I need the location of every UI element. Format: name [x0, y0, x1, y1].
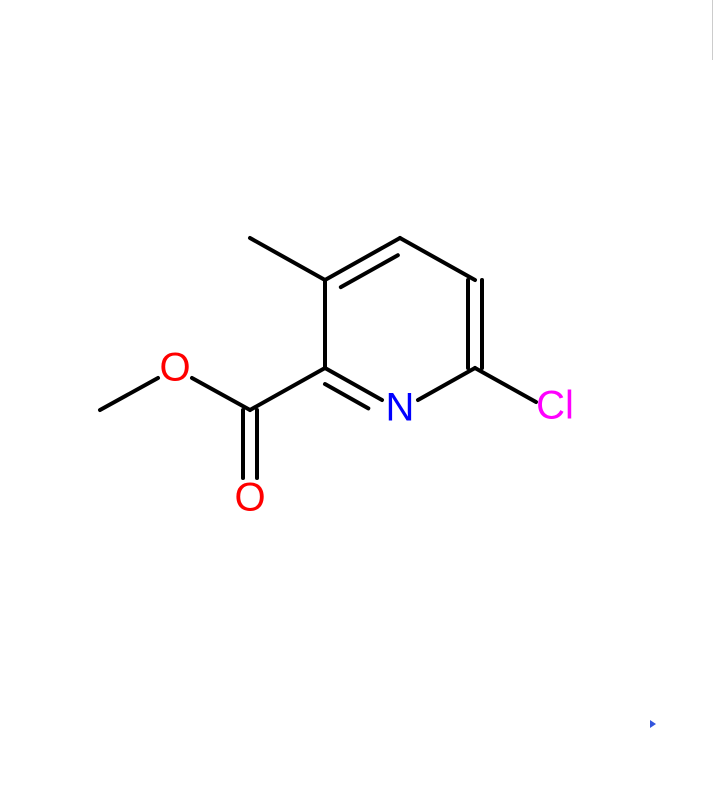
molecule-canvas: O O N Cl	[0, 0, 713, 789]
atom-O_ester: O	[159, 346, 190, 390]
atom-N: N	[386, 386, 415, 430]
molecule-svg: O O N Cl	[0, 0, 713, 789]
play-marker-icon	[650, 720, 656, 728]
atom-Cl: Cl	[536, 384, 574, 428]
atom-O_carbonyl: O	[234, 476, 265, 520]
